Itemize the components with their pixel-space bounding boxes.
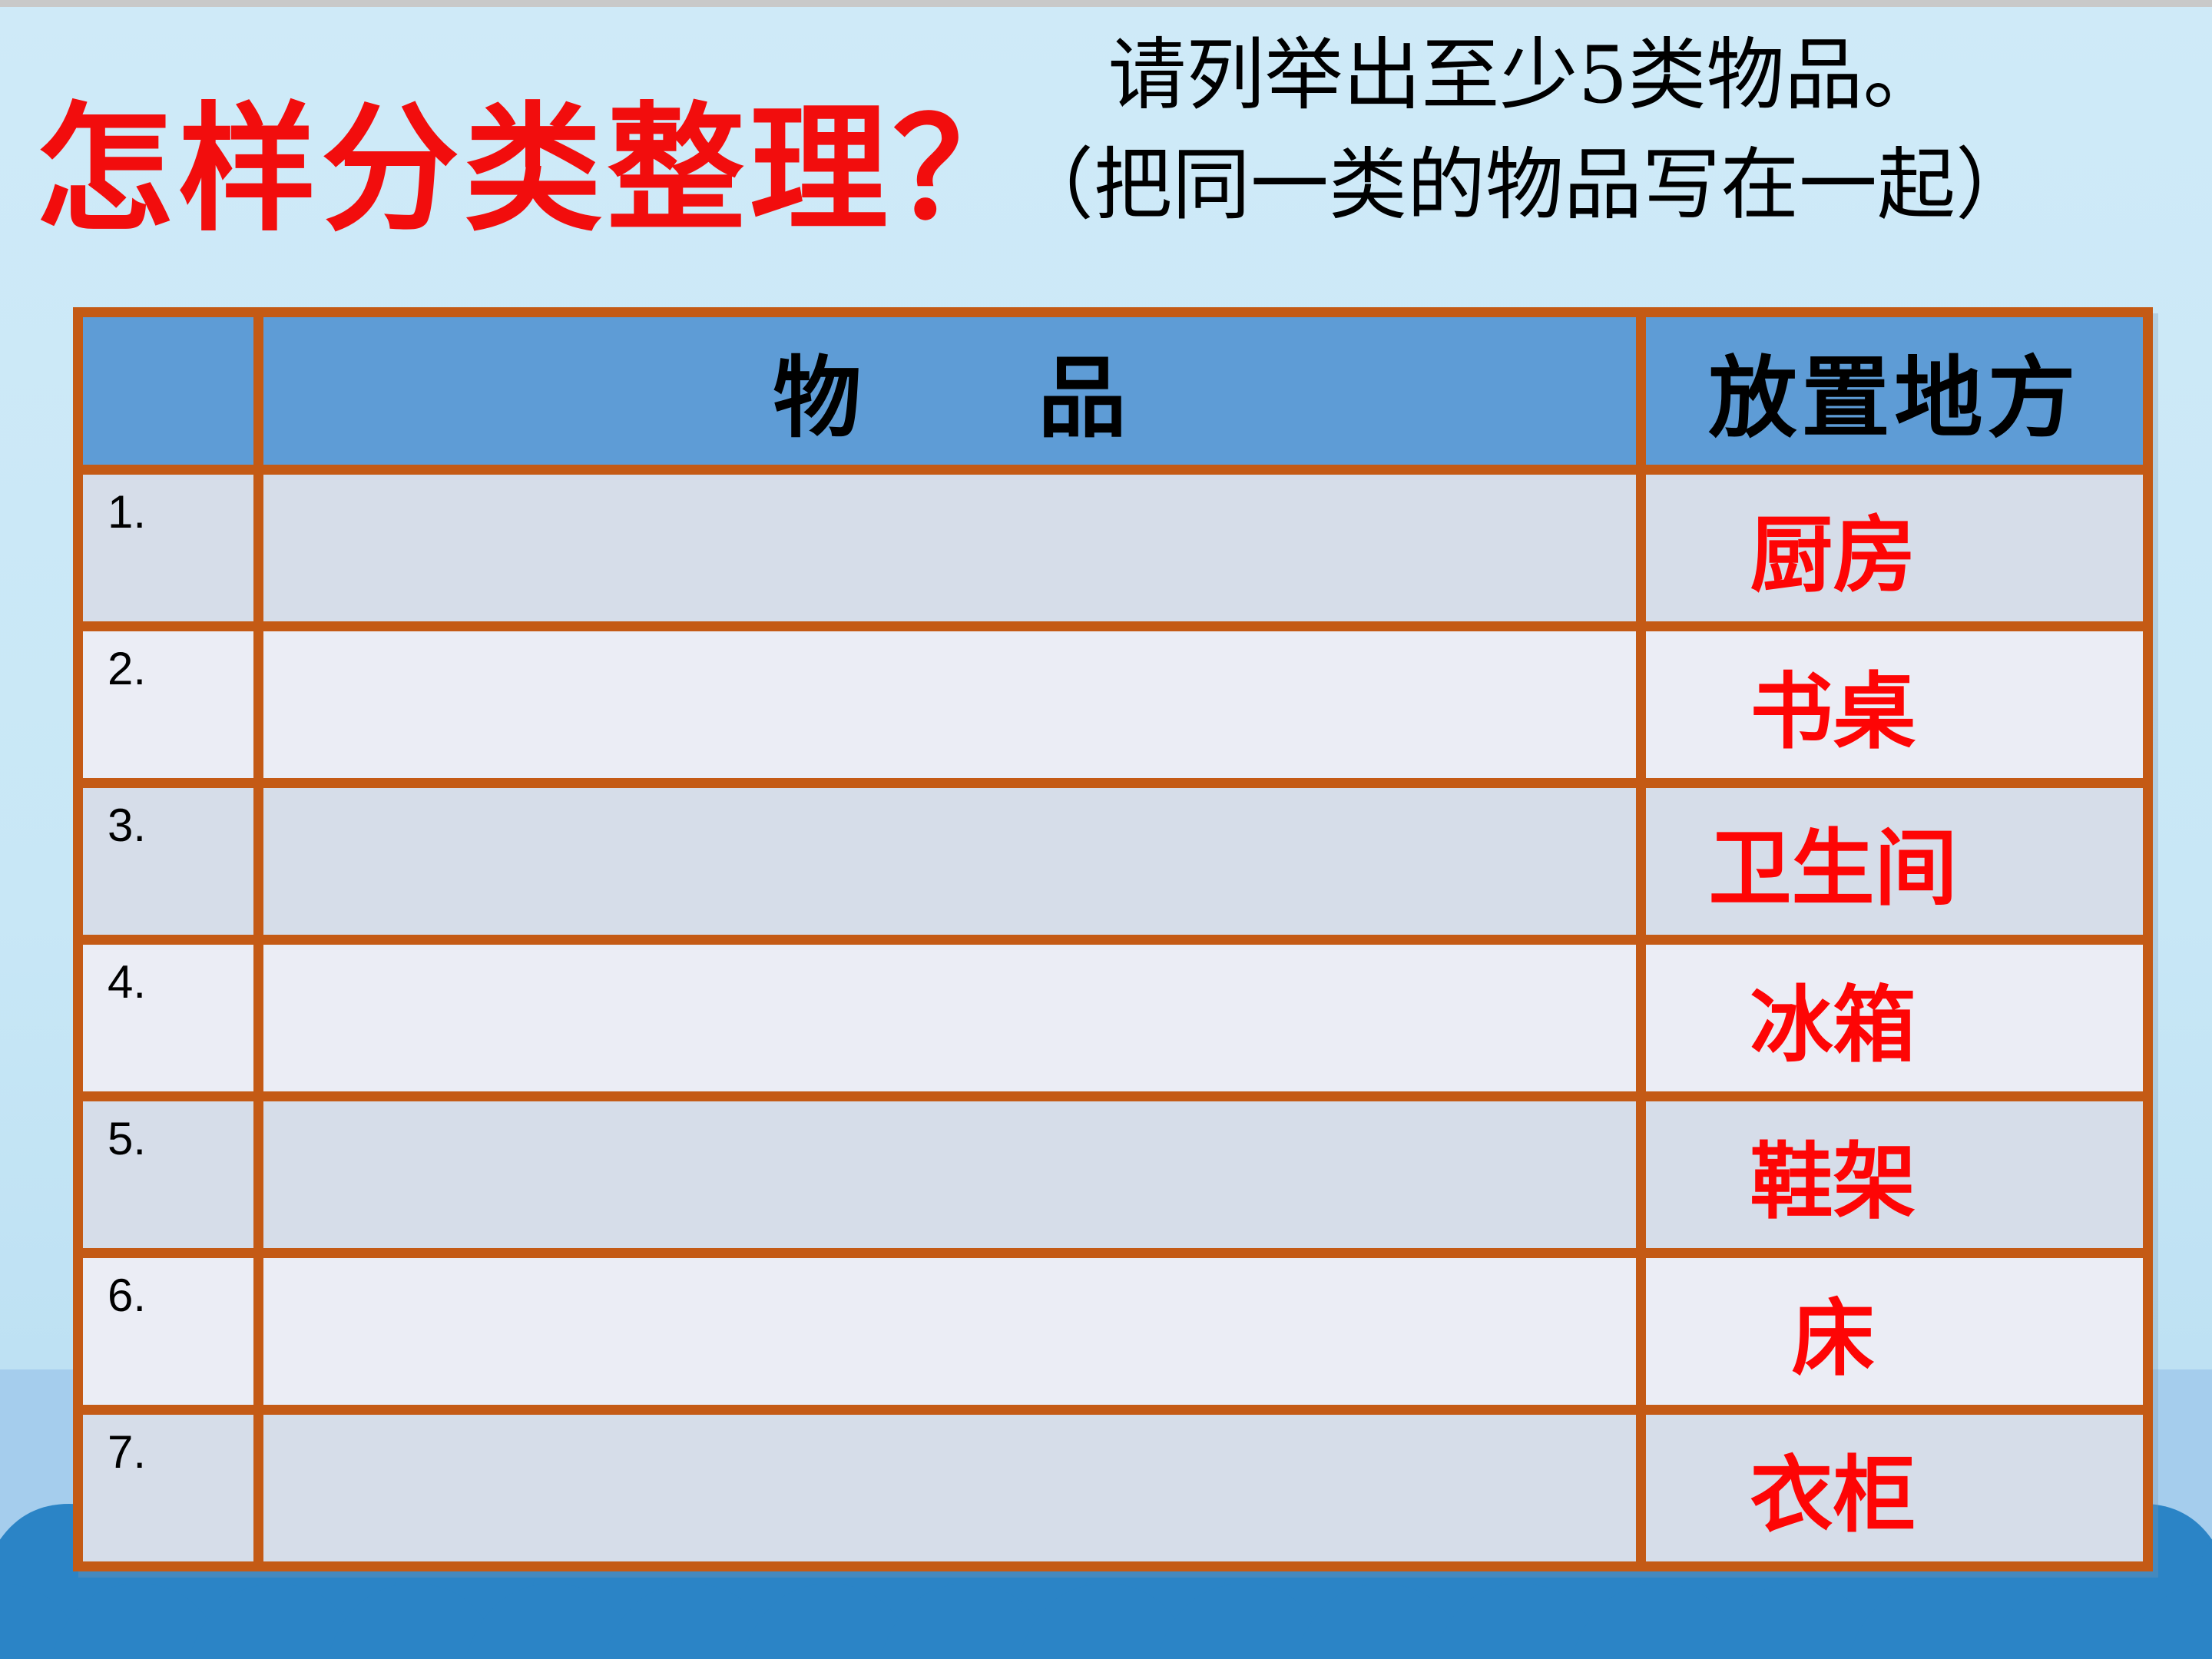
- table-row: 5. 鞋架: [73, 1091, 2153, 1258]
- row-number: 2.: [73, 621, 263, 788]
- location-cell: 衣柜: [1636, 1405, 2153, 1571]
- item-cell-blank: [253, 465, 1646, 631]
- row-number: 5.: [73, 1091, 263, 1258]
- row-number: 4.: [73, 935, 263, 1101]
- location-cell: 床: [1636, 1248, 2153, 1415]
- location-cell: 冰箱: [1636, 935, 2153, 1101]
- location-cell: 鞋架: [1636, 1091, 2153, 1258]
- index-column-header: [73, 307, 263, 475]
- item-cell-blank: [253, 1405, 1646, 1571]
- page-title: 怎样分类整理？: [35, 88, 1036, 250]
- instruction-line-1: 请列举出至少5类物品。: [1108, 30, 1942, 121]
- table-row: 6. 床: [73, 1248, 2153, 1415]
- item-cell-blank: [253, 778, 1646, 945]
- item-cell-blank: [253, 935, 1646, 1101]
- table-body: 1. 厨房 2. 书桌 3. 卫生间 4. 冰箱 5. 鞋架 6. 床 7. 衣柜: [73, 465, 2153, 1571]
- table-row: 4. 冰箱: [73, 935, 2153, 1101]
- row-number: 3.: [73, 778, 263, 945]
- row-number: 7.: [73, 1405, 263, 1571]
- table-header-row: 物 品 放置地方: [73, 307, 2153, 475]
- location-column-header: 放置地方: [1636, 307, 2153, 475]
- classification-table: 物 品 放置地方 1. 厨房 2. 书桌 3. 卫生间 4. 冰箱 5. 鞋架 6. 床 7. 衣柜: [73, 307, 2153, 1571]
- table-header: 物 品 放置地方: [73, 307, 2153, 475]
- table-row: 1. 厨房: [73, 465, 2153, 631]
- window-top-edge: [0, 0, 2212, 7]
- instruction-text: 请列举出至少5类物品。 （把同一类的物品写在一起）: [845, 22, 2204, 241]
- item-column-header: 物 品: [253, 307, 1646, 475]
- item-cell-blank: [253, 621, 1646, 788]
- row-number: 6.: [73, 1248, 263, 1415]
- location-cell: 厨房: [1636, 465, 2153, 631]
- location-cell: 卫生间: [1636, 778, 2153, 945]
- item-cell-blank: [253, 1091, 1646, 1258]
- row-number: 1.: [73, 465, 263, 631]
- location-cell: 书桌: [1636, 621, 2153, 788]
- instruction-line-2: （把同一类的物品写在一起）: [1015, 139, 2034, 231]
- table-row: 2. 书桌: [73, 621, 2153, 788]
- table-row: 3. 卫生间: [73, 778, 2153, 945]
- table-row: 7. 衣柜: [73, 1405, 2153, 1571]
- item-cell-blank: [253, 1248, 1646, 1415]
